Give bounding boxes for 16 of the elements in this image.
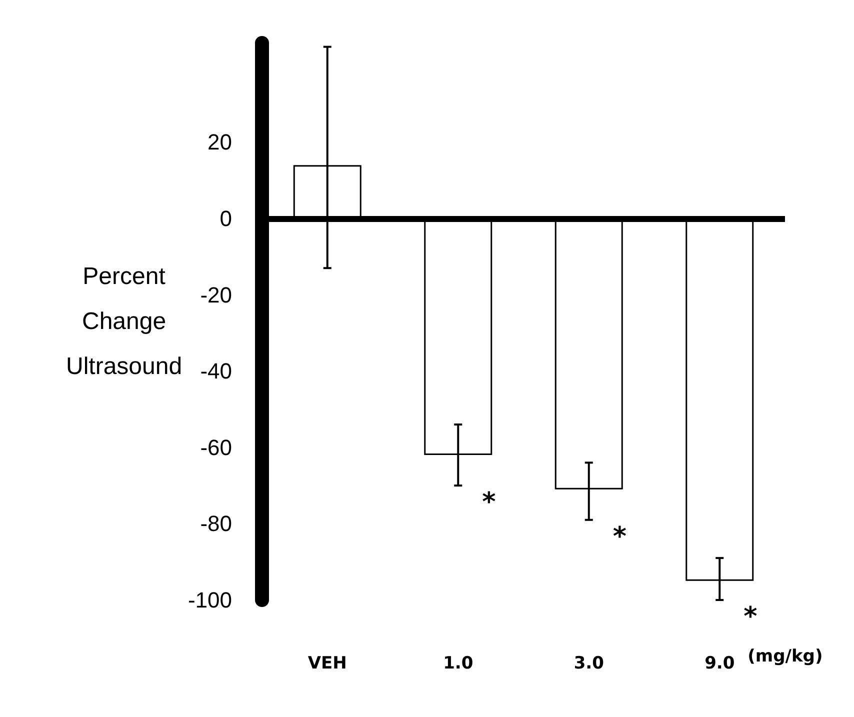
x-tick-label: 1.0 bbox=[443, 654, 474, 674]
annotation: * bbox=[744, 602, 758, 632]
y-axis-title: Percent Change Ultrasound bbox=[66, 263, 182, 380]
y-tick-label: -100 bbox=[188, 588, 232, 612]
y-tick-label: -60 bbox=[200, 434, 232, 460]
y-tick-label: 0 bbox=[220, 206, 232, 231]
x-tick-label: 9.0 bbox=[704, 654, 735, 674]
x-tick-label: VEH bbox=[308, 654, 347, 674]
x-tick-label: 3.0 bbox=[574, 654, 604, 674]
y-tick-label: -20 bbox=[200, 282, 232, 308]
x-axis-title: (mg/kg) bbox=[748, 646, 823, 666]
annotation: * bbox=[612, 522, 627, 552]
y-tick-label: 20 bbox=[208, 130, 232, 155]
y-tick-label: -40 bbox=[200, 358, 232, 384]
y-tick-label: -80 bbox=[200, 511, 232, 536]
annotation: * bbox=[482, 488, 496, 518]
